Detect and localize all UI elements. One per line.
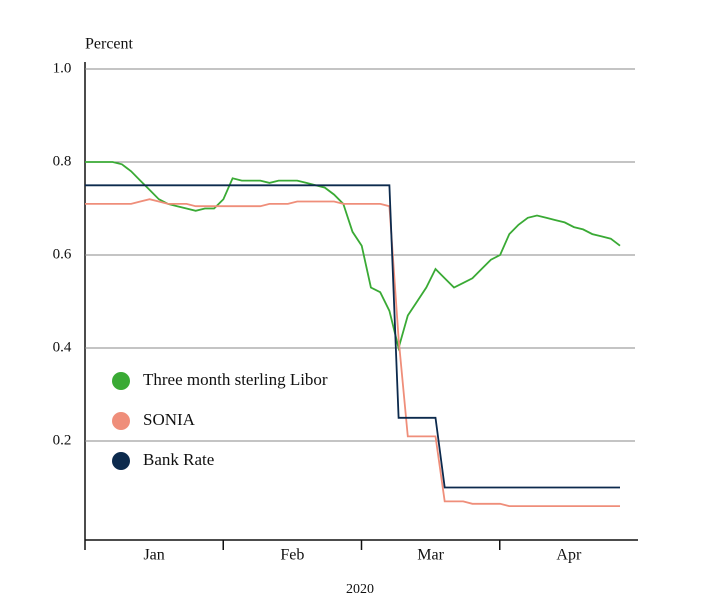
y-tick-label: 0.2 xyxy=(53,432,72,448)
legend-marker xyxy=(112,372,130,390)
legend-label: Three month sterling Libor xyxy=(143,370,328,389)
legend-label: Bank Rate xyxy=(143,450,214,469)
y-tick-label: 0.4 xyxy=(53,339,72,355)
y-tick-label: 0.6 xyxy=(53,246,72,262)
y-tick-label: 0.8 xyxy=(53,153,72,169)
y-axis-label: Percent xyxy=(85,36,134,53)
legend-marker xyxy=(112,412,130,430)
line-series xyxy=(85,184,620,489)
line-series xyxy=(85,161,621,352)
line-series xyxy=(85,198,620,507)
x-tick-label: Apr xyxy=(556,547,582,564)
x-tick-label: Mar xyxy=(417,547,444,564)
y-tick-label: 1.0 xyxy=(53,60,72,76)
x-tick-label: Jan xyxy=(143,547,164,564)
legend-label: SONIA xyxy=(143,410,196,429)
x-axis-label: 2020 xyxy=(346,582,374,597)
legend-marker xyxy=(112,452,130,470)
x-tick-label: Feb xyxy=(280,547,304,564)
